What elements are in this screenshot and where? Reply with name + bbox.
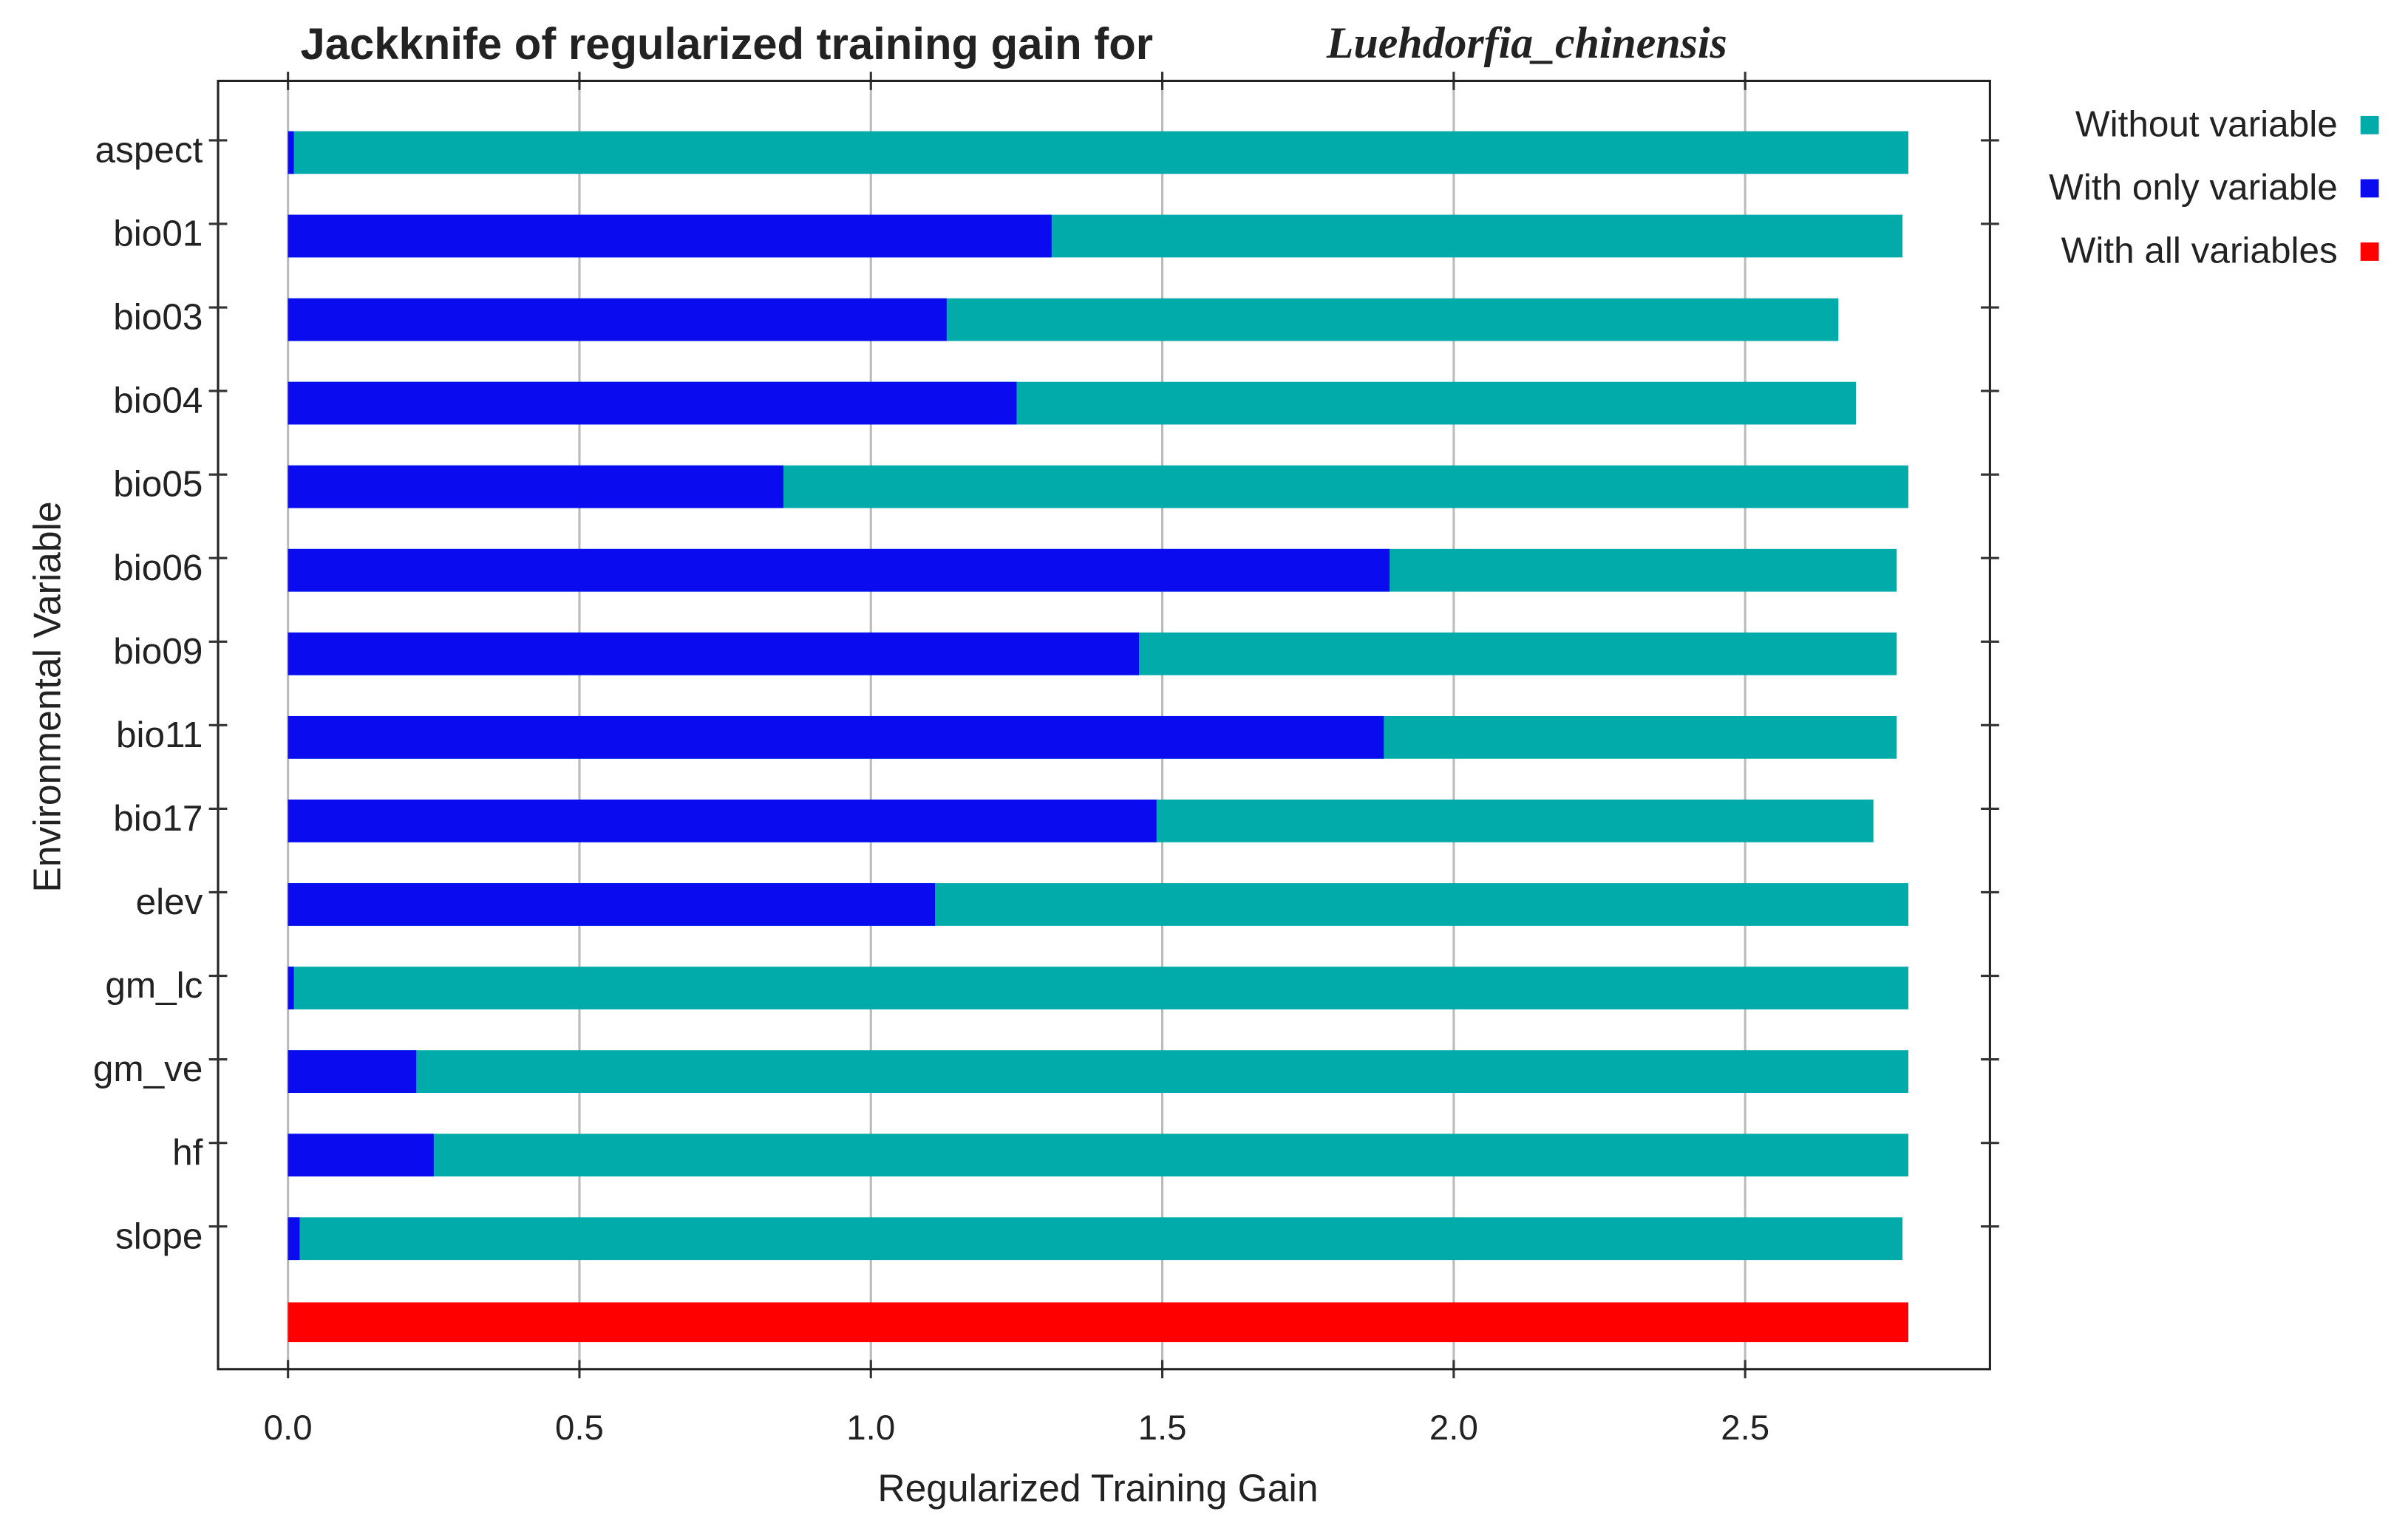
- bar: [288, 1217, 300, 1261]
- bar: [288, 967, 1908, 1009]
- y-tick-label: gm_lc: [105, 965, 203, 1006]
- x-tick-label: 1.0: [846, 1408, 895, 1448]
- y-tick-label: slope: [115, 1216, 203, 1256]
- bar: [288, 1217, 1903, 1261]
- y-tick-label: elev: [136, 882, 203, 922]
- y-axis-label: Environmental Variable: [26, 501, 69, 892]
- bar: [288, 131, 294, 174]
- bar: [288, 883, 936, 926]
- bar: [288, 1302, 1908, 1343]
- x-axis-label: Regularized Training Gain: [877, 1466, 1318, 1509]
- bar: [288, 214, 1052, 258]
- y-tick-label: bio04: [113, 381, 203, 421]
- bar: [288, 1050, 417, 1093]
- x-tick-label: 1.5: [1138, 1408, 1187, 1448]
- y-tick-label: bio17: [113, 798, 203, 839]
- x-tick-label: 0.5: [555, 1408, 604, 1448]
- y-tick-label: bio06: [113, 548, 203, 588]
- species-name: Luehdorfia_chinensis: [1326, 18, 1727, 67]
- bar: [288, 715, 1384, 759]
- y-tick-label: hf: [172, 1132, 203, 1173]
- y-tick-label: bio03: [113, 297, 203, 338]
- x-tick-label: 0.0: [264, 1408, 313, 1448]
- y-tick-label: aspect: [95, 130, 203, 171]
- bar: [288, 465, 783, 508]
- y-tick-label: bio05: [113, 464, 203, 505]
- x-tick-label: 2.5: [1721, 1408, 1769, 1448]
- y-tick-label: bio11: [116, 715, 203, 755]
- legend-label: With all variables: [2061, 231, 2338, 271]
- legend-label: With only variable: [2049, 167, 2338, 208]
- legend-swatch: [2360, 242, 2379, 261]
- legend-swatch: [2360, 115, 2379, 134]
- bar: [288, 632, 1140, 675]
- y-tick-label: gm_ve: [93, 1049, 203, 1089]
- bar: [288, 298, 947, 341]
- bar: [288, 800, 1157, 842]
- bar: [288, 1134, 434, 1177]
- bar: [288, 548, 1390, 592]
- y-tick-label: bio01: [113, 214, 203, 254]
- y-tick-label: bio09: [113, 631, 203, 672]
- chart-title: Jackknife of regularized training gain f…: [300, 19, 1153, 69]
- legend-swatch: [2360, 179, 2379, 198]
- legend-label: Without variable: [2075, 103, 2338, 144]
- x-tick-label: 2.0: [1429, 1408, 1478, 1448]
- bar: [288, 131, 1908, 174]
- bar: [288, 1050, 1908, 1093]
- bar: [288, 381, 1017, 425]
- bar: [288, 1134, 1908, 1177]
- bar: [288, 967, 294, 1009]
